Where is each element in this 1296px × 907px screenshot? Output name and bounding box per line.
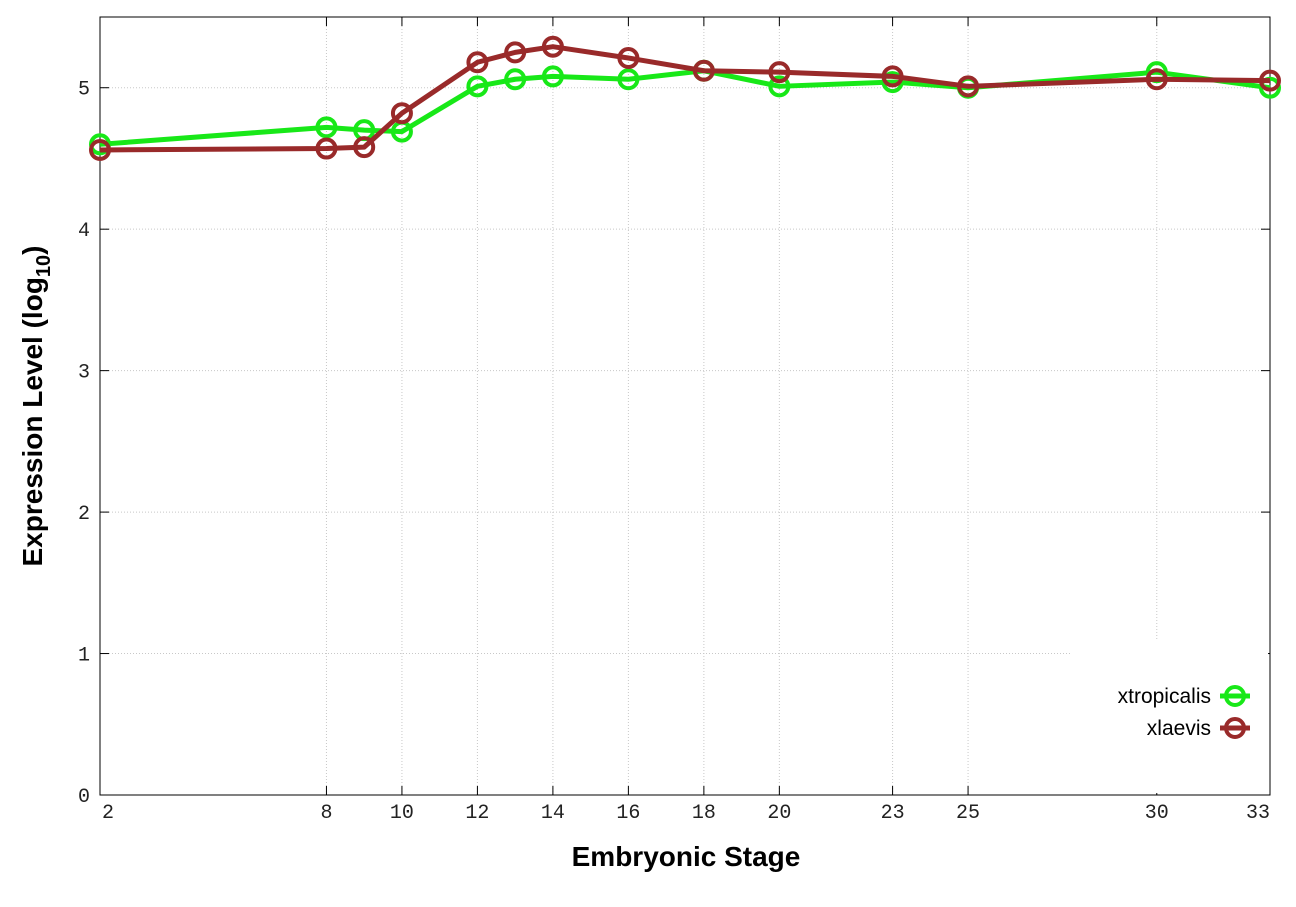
x-tick-label: 10 [390, 802, 414, 825]
data-point [466, 75, 489, 98]
x-tick-label: 16 [616, 802, 640, 825]
data-point [617, 47, 640, 70]
data-point [315, 137, 338, 160]
data-point [617, 68, 640, 91]
legend-marker [1224, 717, 1246, 739]
y-tick-label: 1 [78, 645, 90, 668]
data-point [390, 102, 413, 125]
data-point [541, 35, 564, 58]
x-tick-label: 25 [956, 802, 980, 825]
x-tick-label: 18 [692, 802, 716, 825]
data-point [504, 68, 527, 91]
legend-label: xlaevis [1147, 717, 1211, 740]
data-point [353, 136, 376, 159]
data-point [541, 65, 564, 88]
data-point [1145, 68, 1168, 91]
x-tick-label: 20 [767, 802, 791, 825]
x-tick-label: 30 [1145, 802, 1169, 825]
x-tick-label: 2 [102, 802, 114, 825]
x-tick-label: 8 [320, 802, 332, 825]
x-tick-label: 33 [1246, 802, 1270, 825]
data-point [504, 41, 527, 64]
data-point [315, 116, 338, 139]
data-point [768, 61, 791, 84]
y-tick-label: 0 [78, 786, 90, 809]
data-point [692, 59, 715, 82]
data-point [768, 75, 791, 98]
plot-frame [99, 16, 1271, 796]
y-axis-title-end: ) [17, 246, 48, 255]
data-point [1259, 69, 1281, 92]
y-tick-label: 5 [78, 79, 90, 102]
data-point [89, 138, 111, 161]
x-tick-label: 23 [881, 802, 905, 825]
y-tick-label: 4 [78, 220, 90, 243]
x-tick-label: 12 [465, 802, 489, 825]
data-point [957, 75, 980, 98]
data-point [881, 65, 904, 88]
y-tick-label: 3 [78, 362, 90, 385]
legend-label: xtropicalis [1118, 685, 1211, 708]
series-line [99, 44, 1271, 153]
x-tick-label: 14 [541, 802, 565, 825]
y-tick-label: 2 [78, 503, 90, 526]
y-axis-title-subscript: 10 [33, 255, 55, 277]
y-axis-title-main: Expression Level (log [17, 277, 48, 566]
x-axis-title: Embryonic Stage [572, 841, 801, 872]
legend-marker [1224, 685, 1246, 707]
y-axis-title: Expression Level (log10) [17, 246, 55, 567]
data-point [466, 51, 489, 74]
